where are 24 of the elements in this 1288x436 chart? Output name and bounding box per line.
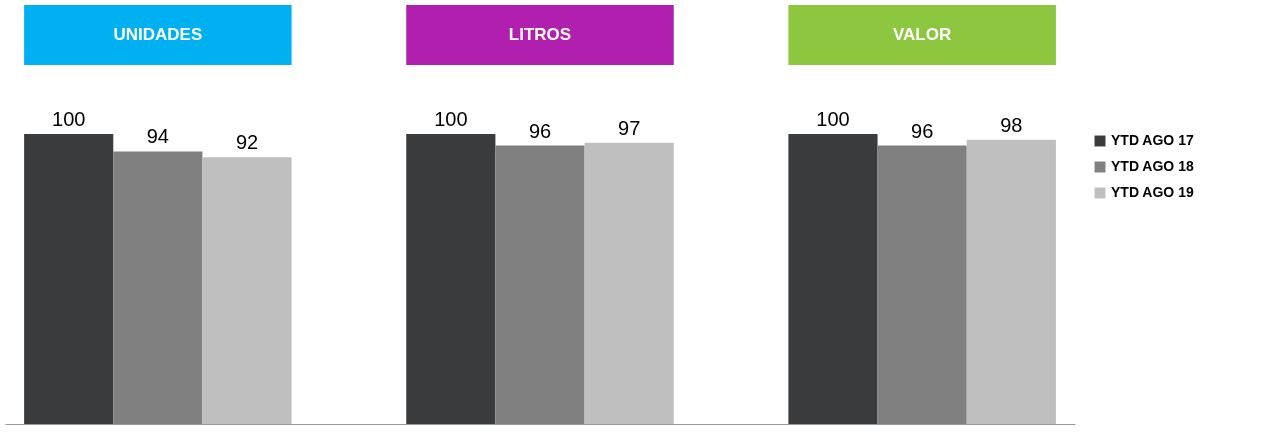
- bar: [406, 134, 496, 424]
- data-label: 96: [528, 119, 552, 142]
- bar: [24, 134, 114, 424]
- bar: [788, 134, 878, 424]
- data-label: 100: [434, 108, 468, 130]
- bar: [584, 142, 674, 424]
- legend-label: YTD AGO 19: [1111, 184, 1194, 200]
- bar: [877, 145, 967, 424]
- data-label: 96: [911, 119, 934, 142]
- data-label: 97: [618, 116, 641, 139]
- data-label: 100: [816, 108, 850, 130]
- x-tick-label: UNIDADES: [113, 25, 203, 44]
- data-label: 98: [1000, 113, 1023, 136]
- x-tick-label: VALOR: [893, 25, 952, 44]
- data-label: 100: [52, 108, 86, 130]
- bar: [495, 145, 585, 424]
- x-tick-label: LITROS: [508, 25, 572, 44]
- legend-label: YTD AGO 18: [1111, 158, 1194, 174]
- bar: [202, 157, 292, 424]
- legend-label: YTD AGO 17: [1111, 132, 1194, 148]
- bar: [113, 151, 203, 424]
- data-label: 92: [235, 131, 259, 154]
- bar: [966, 139, 1056, 424]
- data-label: 94: [146, 125, 169, 148]
